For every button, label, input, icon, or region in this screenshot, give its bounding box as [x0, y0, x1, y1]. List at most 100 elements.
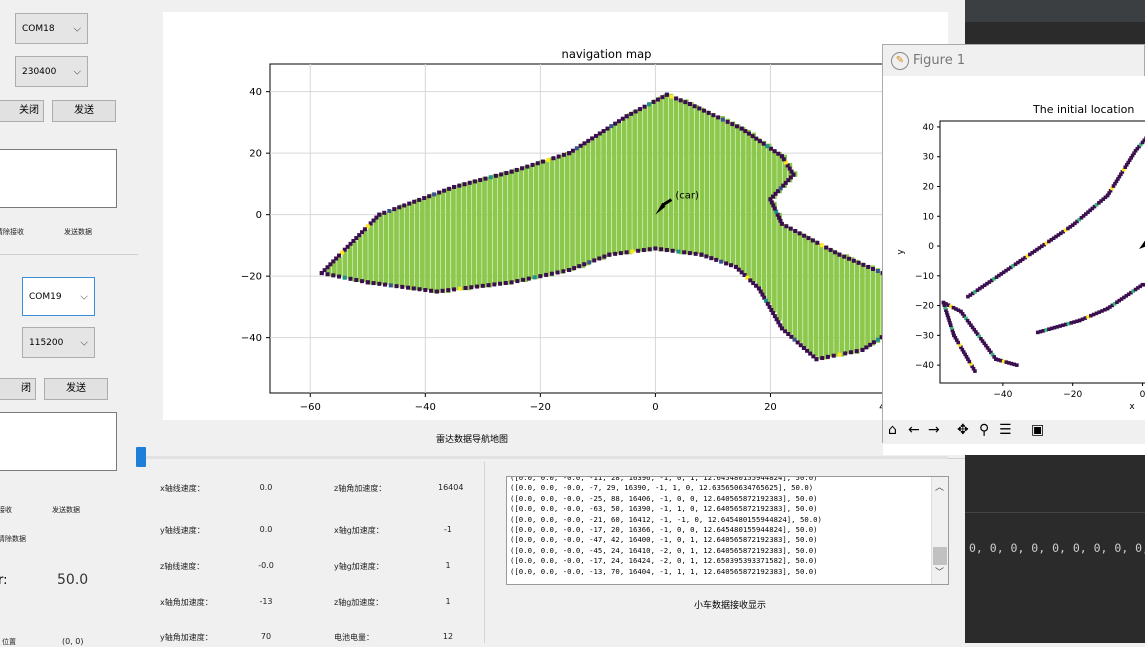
wall-cell — [427, 194, 431, 198]
send-textbox-2[interactable] — [0, 412, 117, 471]
panel-divider — [0, 254, 138, 255]
wall-cell — [402, 203, 406, 207]
wall-cell — [709, 256, 713, 260]
wall-cell — [613, 122, 617, 126]
wall-cell — [842, 255, 846, 259]
received-data-line: ([0.0, 0.0, -0.0, -47, 42, 16400, -1, 0,… — [507, 535, 948, 545]
wall-cell — [784, 224, 788, 228]
figure-window-title: Figure 1 — [913, 53, 965, 68]
splitter-handle[interactable] — [136, 447, 146, 467]
send-1-button[interactable]: 发送 — [52, 100, 116, 122]
wall-cell — [442, 189, 446, 193]
close-port-2-button[interactable]: 闭 — [0, 378, 36, 400]
wall-cell — [743, 129, 747, 133]
wall-cell — [852, 259, 856, 263]
wall-cell — [435, 290, 439, 294]
wall-cell — [824, 246, 828, 250]
splitter-track[interactable] — [146, 456, 948, 459]
wall-cell — [331, 273, 335, 277]
wall-cell — [389, 283, 393, 287]
baud-select-2[interactable]: 115200 ⌵ — [22, 327, 95, 358]
wall-cell — [758, 139, 762, 143]
sensor-label: 电池电量： — [334, 632, 374, 643]
sensor-label: z轴g加速度： — [334, 597, 383, 608]
x-tick-label: −20 — [1063, 390, 1082, 400]
sensor-label: x轴g加速度： — [334, 525, 384, 536]
send-data-label-2: 发送数据 — [52, 505, 80, 515]
wall-cell — [605, 127, 609, 131]
received-data-line: ([0.0, 0.0, -0.0, -17, 20, 16366, -1, 0,… — [507, 525, 948, 535]
received-data-line: ([0.0, 0.0, -0.0, -17, 24, 16424, -2, 0,… — [507, 556, 948, 566]
clear-data-label-2: 清除数据 — [0, 534, 26, 544]
wall-cell — [815, 241, 819, 245]
y-tick-label: 30 — [923, 153, 935, 163]
wall-cell — [551, 156, 555, 160]
log-scrollbar[interactable]: ︿ ﹀ — [931, 477, 948, 584]
wall-cell — [437, 191, 441, 195]
y-tick-label: −10 — [915, 272, 934, 282]
wall-cell — [740, 127, 744, 131]
wall-cell — [406, 286, 410, 290]
x-axis-label: x — [1129, 402, 1135, 412]
wall-cell — [478, 178, 482, 182]
y-tick-label: −40 — [915, 361, 934, 371]
wall-cell — [876, 338, 880, 342]
wall-cell — [665, 93, 669, 97]
wall-cell — [354, 278, 358, 282]
baud-select-1[interactable]: 230400 ⌵ — [15, 56, 88, 87]
wall-cell — [829, 248, 833, 252]
wall-cell — [629, 112, 633, 116]
wall-cell — [463, 182, 467, 186]
wall-cell — [849, 350, 853, 354]
wall-cell — [582, 141, 586, 145]
sensor-value: 16404 — [438, 483, 463, 492]
wall-cell — [864, 345, 868, 349]
wall-cell — [429, 289, 433, 293]
wall-cell — [724, 261, 728, 265]
x-tick-label: −40 — [993, 390, 1012, 400]
y-tick-label: 0 — [256, 210, 262, 221]
wall-cell — [510, 280, 514, 284]
port-select-2[interactable]: COM19 ⌵ — [22, 277, 95, 316]
wall-cell — [457, 184, 461, 188]
wall-cell — [716, 115, 720, 119]
wall-cell — [464, 286, 468, 290]
close-port-1-button[interactable]: 关闭 — [0, 100, 44, 122]
wall-cell — [546, 158, 550, 162]
wall-cell — [855, 349, 859, 353]
received-data-line: ([0.0, 0.0, -0.0, -13, 70, 16404, -1, 1,… — [507, 567, 948, 577]
wall-cell — [397, 205, 401, 209]
wall-cell — [579, 144, 583, 148]
wall-cell — [674, 96, 678, 100]
wall-cell — [871, 267, 875, 271]
wall-cell — [762, 142, 766, 146]
sensor-label: x轴角加速度： — [160, 597, 213, 608]
wall-cell — [418, 287, 422, 291]
figure-window[interactable]: ✎ Figure 1 The initial location−40−30−20… — [882, 44, 1145, 443]
send-data-label-1: 发送数据 — [64, 227, 92, 237]
wall-cell — [498, 282, 502, 286]
wall-cell — [811, 238, 815, 242]
wall-cell — [665, 248, 669, 252]
send-textbox-1[interactable] — [0, 149, 117, 208]
wall-cell — [572, 266, 576, 270]
scroll-thumb[interactable] — [933, 547, 947, 565]
wall-cell — [499, 172, 503, 176]
wall-cell — [469, 285, 473, 289]
wall-cell — [693, 104, 697, 108]
received-data-line: ([0.0, 0.0, -0.0, -11, 28, 16396, -1, 0,… — [507, 476, 948, 483]
sensor-value: -13 — [256, 597, 276, 606]
wall-cell — [538, 274, 542, 278]
send-2-button[interactable]: 发送 — [44, 378, 108, 400]
wall-cell — [876, 269, 880, 273]
wall-cell — [769, 147, 773, 151]
scroll-up-icon[interactable]: ︿ — [935, 483, 944, 493]
received-data-box[interactable]: ([0.0, 0.0, -0.0, -11, 28, 16396, -1, 0,… — [506, 476, 949, 585]
initial-location-chart: The initial location−40−30−20−1001020304… — [883, 76, 1145, 423]
wall-cell — [651, 100, 655, 104]
port-select-1[interactable]: COM18 ⌵ — [15, 13, 88, 44]
sensor-label: z轴线速度： — [160, 561, 204, 572]
scroll-down-icon[interactable]: ﹀ — [935, 568, 944, 578]
baud-select-1-value: 230400 — [22, 67, 56, 77]
